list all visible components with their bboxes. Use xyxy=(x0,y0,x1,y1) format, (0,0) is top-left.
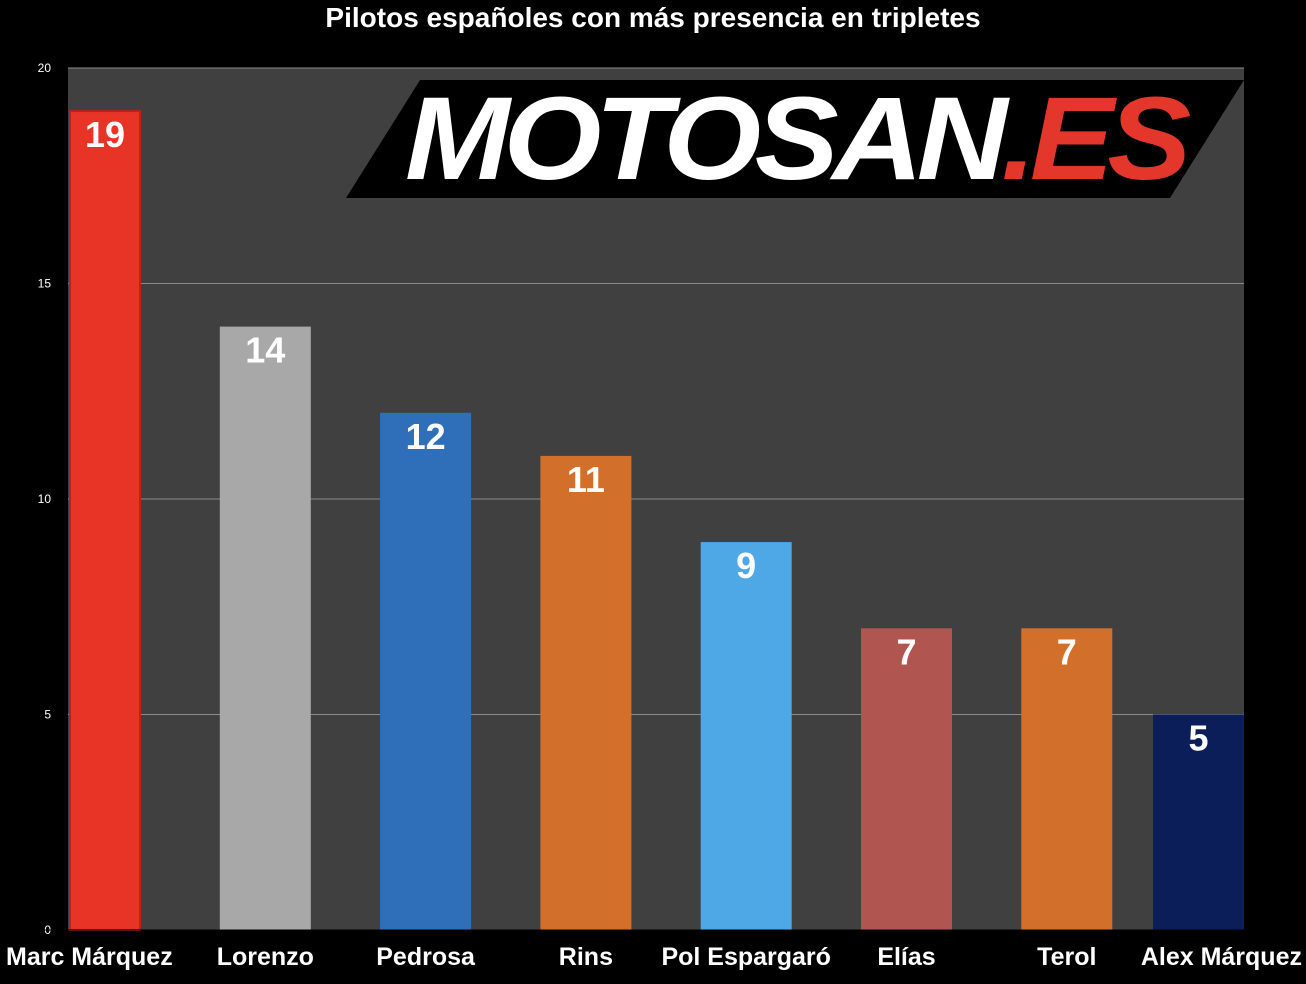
bar xyxy=(1153,714,1244,930)
y-tick-label: 10 xyxy=(38,492,52,506)
x-tick-label: Elías xyxy=(877,943,935,971)
bar xyxy=(219,326,311,931)
data-label: 7 xyxy=(896,631,916,672)
bar xyxy=(700,542,792,930)
x-tick-label: Alex Márquez xyxy=(1141,943,1302,971)
bar xyxy=(69,110,141,932)
bar xyxy=(540,455,632,930)
logo-background xyxy=(346,80,1244,198)
x-axis-labels: Marc Márquez Lorenzo Pedrosa Rins Pol Esparg… xyxy=(6,943,1302,971)
y-tick-label: 20 xyxy=(38,61,52,75)
y-tick-label: 15 xyxy=(38,277,52,291)
bar xyxy=(380,412,472,930)
chart-title: Pilotos españoles con más presencia en t… xyxy=(325,2,981,33)
data-label: 19 xyxy=(85,114,125,155)
x-tick-label: Lorenzo xyxy=(217,943,314,971)
y-tick-label: 5 xyxy=(44,708,51,722)
bars: 19 14 12 11 9 7 7 5 xyxy=(69,110,1244,932)
data-label: 9 xyxy=(736,545,756,586)
bar xyxy=(861,628,952,930)
motosan-logo: MOTOSAN .ES xyxy=(346,73,1244,205)
bar xyxy=(1021,628,1113,930)
x-tick-label: Marc Márquez xyxy=(6,943,173,971)
data-label: 5 xyxy=(1188,718,1208,759)
data-label: 11 xyxy=(567,459,605,500)
data-label: 14 xyxy=(245,330,285,371)
logo-text-main: MOTOSAN xyxy=(405,73,1011,205)
x-tick-label: Pol Espargaró xyxy=(661,943,831,971)
x-tick-label: Rins xyxy=(559,943,613,971)
logo-text: MOTOSAN .ES xyxy=(405,73,1191,205)
x-tick-label: Terol xyxy=(1037,943,1096,971)
x-tick-label: Pedrosa xyxy=(376,943,476,971)
logo-text-accent: .ES xyxy=(1001,73,1190,205)
data-label: 12 xyxy=(406,416,446,457)
data-label: 7 xyxy=(1057,631,1077,672)
